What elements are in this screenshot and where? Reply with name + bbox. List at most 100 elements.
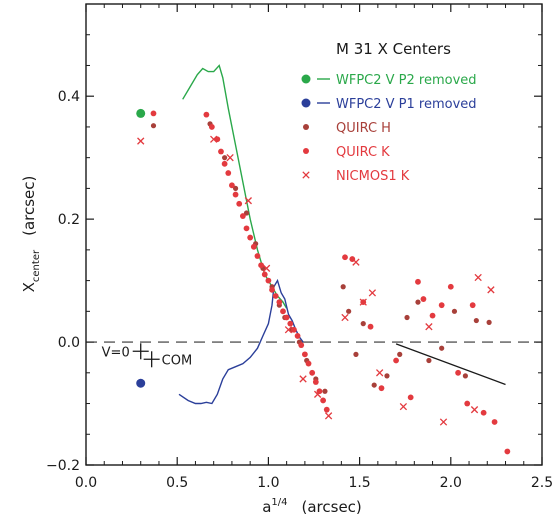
- series-quirc-h: [150, 121, 492, 394]
- data-point: [397, 351, 403, 357]
- legend-item: QUIRC K: [303, 145, 390, 160]
- y-axis-label-base: X: [20, 282, 38, 292]
- data-point: [269, 286, 275, 293]
- legend-label: WFPC2 V P1 removed: [336, 97, 477, 112]
- x-tick-label: 0.0: [75, 475, 97, 491]
- data-point: [455, 369, 461, 376]
- data-point: [320, 397, 327, 404]
- chart-annotations: V=0 COM: [102, 343, 192, 368]
- data-point-cross-stroke-b: [399, 402, 408, 411]
- data-point-cross-stroke-b: [324, 412, 333, 420]
- x-axis-label-base: a: [262, 498, 271, 516]
- isolated-point: [136, 108, 146, 118]
- data-point: [469, 302, 476, 309]
- plot-area: [85, 3, 543, 466]
- data-point: [247, 234, 254, 241]
- data-point-cross: [359, 298, 367, 306]
- data-point: [447, 283, 454, 290]
- data-point-cross: [210, 135, 218, 143]
- x-axis-label: a1/4 (arcsec): [262, 497, 362, 516]
- data-point-cross-stroke-b: [262, 264, 271, 272]
- data-point-cross-stroke-b: [226, 154, 234, 162]
- x-axis-label-unit: (arcsec): [302, 498, 362, 516]
- data-point: [272, 293, 279, 299]
- data-point-cross: [399, 402, 408, 411]
- data-point-cross-stroke-b: [376, 369, 384, 377]
- data-point: [407, 394, 414, 401]
- data-point: [480, 409, 487, 416]
- data-point-cross-stroke-b: [284, 326, 293, 334]
- data-point: [239, 213, 246, 219]
- data-point: [291, 326, 297, 333]
- isolated-point: [136, 378, 146, 388]
- data-point: [451, 308, 458, 314]
- data-point-cross-stroke-b: [244, 197, 252, 205]
- legend-item: WFPC2 V P2 removed: [301, 73, 477, 88]
- data-point-cross-stroke-b: [425, 323, 433, 331]
- data-point: [346, 308, 352, 314]
- data-point: [221, 160, 228, 167]
- data-point: [305, 360, 312, 367]
- data-point-cross: [470, 406, 479, 414]
- legend-label: QUIRC K: [336, 145, 390, 160]
- chart-legend: M 31 X Centers WFPC2 V P2 removed WFPC2 V…: [301, 40, 477, 184]
- data-point: [439, 345, 445, 351]
- data-point-cross-stroke-b: [368, 289, 377, 297]
- data-point: [322, 388, 328, 394]
- legend-marker-stroke-b: [302, 171, 310, 179]
- fit-line: [395, 343, 506, 386]
- data-point: [250, 243, 257, 250]
- data-point: [236, 200, 243, 207]
- y-axis-ticks: −0.2 0.0 0.2 0.4: [46, 3, 542, 474]
- data-point: [491, 419, 498, 425]
- data-point-cross: [262, 264, 271, 272]
- data-point: [353, 351, 359, 357]
- legend-marker: [302, 171, 310, 179]
- data-point: [462, 373, 468, 379]
- annotation-marker: [132, 343, 149, 360]
- data-point: [232, 191, 239, 198]
- data-point: [265, 277, 272, 284]
- x-axis-label-exponent: 1/4: [271, 497, 287, 508]
- data-point-cross: [137, 137, 145, 145]
- data-point-cross: [313, 390, 322, 398]
- y-tick-label: 0.2: [58, 212, 80, 228]
- data-point-cross: [244, 197, 252, 205]
- annotation-label: V=0: [102, 345, 130, 360]
- data-point: [312, 379, 319, 385]
- y-axis-label: Xcenter (arcsec): [20, 176, 42, 293]
- data-point: [504, 448, 511, 455]
- data-point: [309, 369, 316, 376]
- data-point-cross-stroke-b: [313, 390, 322, 398]
- data-point: [464, 400, 471, 407]
- x-tick-label: 0.5: [166, 475, 188, 491]
- data-point: [254, 253, 261, 259]
- data-point: [323, 406, 330, 413]
- data-point: [287, 320, 294, 327]
- data-point: [316, 388, 323, 395]
- y-tick-label: 0.4: [58, 89, 80, 105]
- data-point: [229, 182, 235, 189]
- data-point-cross-stroke-b: [352, 258, 360, 266]
- data-point-cross: [474, 273, 482, 282]
- data-point: [225, 170, 232, 176]
- data-point: [340, 284, 346, 290]
- data-point-cross-stroke-b: [341, 313, 349, 322]
- data-point-cross: [376, 369, 384, 377]
- data-point: [393, 357, 399, 364]
- data-point-cross-stroke-b: [137, 137, 145, 145]
- data-point-cross: [284, 326, 293, 334]
- data-point-cross: [487, 286, 495, 294]
- data-point: [261, 271, 268, 278]
- chart-series: [136, 64, 511, 455]
- chart-title: M 31 X Centers: [336, 40, 451, 58]
- legend-label: NICMOS1 K: [336, 169, 410, 184]
- data-point: [378, 385, 385, 392]
- data-point: [371, 382, 377, 388]
- data-point-cross-stroke-b: [210, 135, 218, 143]
- data-point: [283, 314, 290, 321]
- data-point-cross-stroke-b: [359, 298, 367, 306]
- data-point: [203, 111, 210, 118]
- data-point: [426, 357, 432, 364]
